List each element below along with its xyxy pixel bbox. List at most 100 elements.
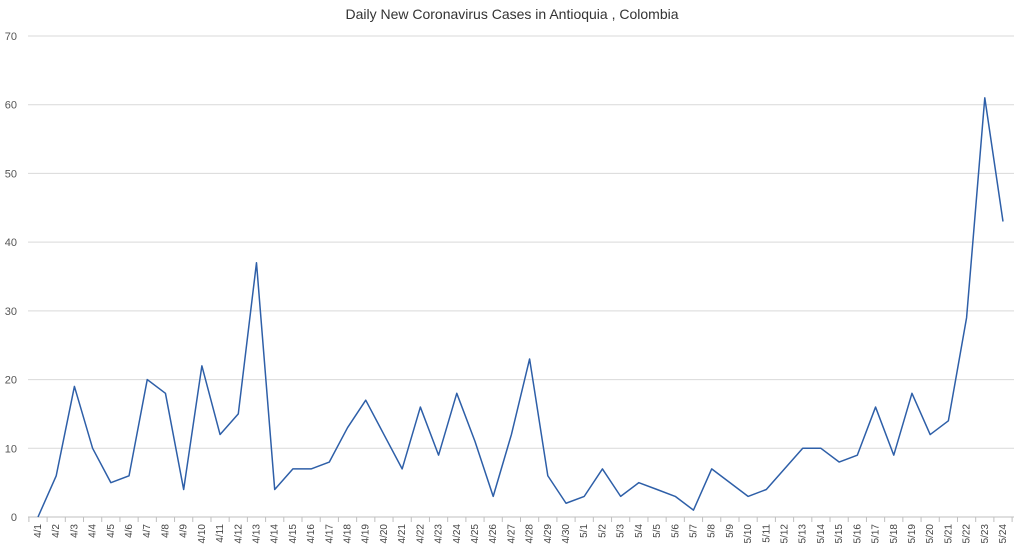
x-tick-label: 4/7	[142, 524, 153, 538]
data-point-4-25	[473, 439, 477, 443]
x-tick-label: 5/13	[798, 524, 809, 544]
data-point-4-29	[546, 474, 550, 478]
data-point-5-13	[801, 446, 805, 450]
x-tick-label: 4/4	[88, 524, 99, 538]
data-point-5-3	[619, 494, 623, 498]
data-point-4-30	[564, 501, 568, 505]
x-tick-label: 5/9	[725, 524, 736, 538]
x-tick-label: 4/11	[215, 524, 226, 543]
x-tick-label: 5/3	[616, 524, 627, 538]
data-point-4-8	[163, 391, 167, 395]
data-point-4-20	[382, 433, 386, 437]
x-tick-label: 5/16	[852, 524, 863, 544]
data-point-4-22	[418, 405, 422, 409]
data-point-4-11	[218, 433, 222, 437]
data-point-5-16	[855, 453, 859, 457]
chart-title: Daily New Coronavirus Cases in Antioquia…	[345, 6, 679, 22]
data-point-4-4	[91, 446, 95, 450]
data-point-5-4	[637, 481, 641, 485]
data-point-5-21	[946, 419, 950, 423]
y-tick-label: 70	[5, 31, 17, 43]
data-point-5-14	[819, 446, 823, 450]
x-tick-label: 5/24	[998, 524, 1009, 544]
x-tick-label: 5/21	[943, 524, 954, 544]
x-tick-label: 5/5	[652, 524, 663, 538]
x-tick-label: 4/16	[306, 524, 317, 544]
x-tick-label: 5/4	[634, 524, 645, 538]
data-point-4-26	[491, 494, 495, 498]
x-tick-label: 4/5	[106, 524, 117, 538]
x-tick-label: 5/1	[579, 524, 590, 538]
y-axis-tick-labels: 0 10 20 30 40 50 60 70	[5, 31, 17, 524]
x-tick-label: 5/11	[761, 524, 772, 543]
data-point-4-14	[273, 488, 277, 492]
x-tick-label: 5/15	[834, 524, 845, 544]
x-tick-label: 5/14	[816, 524, 827, 544]
x-tick-label: 4/25	[470, 524, 481, 544]
data-point-4-15	[291, 467, 295, 471]
x-tick-label: 4/9	[179, 524, 190, 538]
x-tick-label: 4/29	[543, 524, 554, 544]
data-point-5-15	[837, 460, 841, 464]
x-tick-label: 4/24	[452, 524, 463, 544]
data-point-5-12	[783, 467, 787, 471]
x-tick-label: 4/30	[561, 524, 572, 544]
x-tick-label: 4/18	[343, 524, 354, 544]
series-line	[37, 97, 1004, 518]
y-tick-label: 50	[5, 168, 17, 180]
x-tick-label: 4/14	[270, 524, 281, 544]
data-point-5-2	[600, 467, 604, 471]
data-point-5-17	[874, 405, 878, 409]
x-tick-label: 4/21	[397, 524, 408, 544]
data-point-4-1	[36, 515, 40, 519]
y-tick-label: 30	[5, 306, 17, 318]
data-point-4-13	[254, 261, 258, 265]
x-tick-label: 5/8	[707, 524, 718, 538]
data-point-5-6	[673, 494, 677, 498]
x-tick-label: 4/27	[506, 524, 517, 544]
y-tick-label: 40	[5, 237, 17, 249]
data-point-5-20	[928, 433, 932, 437]
data-point-4-27	[509, 433, 513, 437]
data-point-5-22	[965, 316, 969, 320]
x-tick-label: 4/20	[379, 524, 390, 544]
data-point-4-17	[327, 460, 331, 464]
x-tick-label: 4/22	[415, 524, 426, 544]
data-point-4-2	[54, 474, 58, 478]
data-point-4-10	[200, 364, 204, 368]
x-tick-label: 4/1	[33, 524, 44, 538]
data-point-5-8	[710, 467, 714, 471]
x-tick-label: 4/2	[51, 524, 62, 538]
x-tick-label: 5/7	[688, 524, 699, 538]
data-point-4-16	[309, 467, 313, 471]
data-point-4-24	[455, 391, 459, 395]
data-point-4-3	[72, 384, 76, 388]
x-tick-label: 5/20	[925, 524, 936, 544]
data-point-5-23	[983, 96, 987, 100]
x-tick-label: 5/18	[889, 524, 900, 544]
x-tick-label: 5/19	[907, 524, 918, 544]
data-point-5-24	[1001, 220, 1005, 224]
x-tick-label: 4/13	[251, 524, 262, 544]
y-tick-label: 0	[11, 512, 17, 524]
axes	[28, 516, 1014, 522]
data-point-5-1	[582, 494, 586, 498]
data-point-4-23	[437, 453, 441, 457]
x-tick-label: 5/12	[780, 524, 791, 544]
gridlines	[28, 35, 1014, 449]
data-point-4-6	[127, 474, 131, 478]
x-tick-label: 4/23	[434, 524, 445, 544]
x-tick-label: 4/8	[160, 524, 171, 538]
x-tick-label: 4/26	[488, 524, 499, 544]
x-tick-label: 4/28	[525, 524, 536, 544]
data-point-4-7	[145, 378, 149, 382]
x-tick-label: 4/10	[197, 524, 208, 544]
series-lines	[36, 96, 1005, 519]
data-point-5-9	[728, 481, 732, 485]
x-tick-label: 4/3	[69, 524, 80, 538]
data-point-4-9	[182, 488, 186, 492]
x-tick-label: 5/23	[980, 524, 991, 544]
x-axis-tick-labels: 4/1 4/2 4/3 4/4 4/5 4/6 4/7 4/8 4/9 4/10 4/11 4/12 4…	[33, 524, 1009, 544]
data-point-4-5	[109, 481, 113, 485]
